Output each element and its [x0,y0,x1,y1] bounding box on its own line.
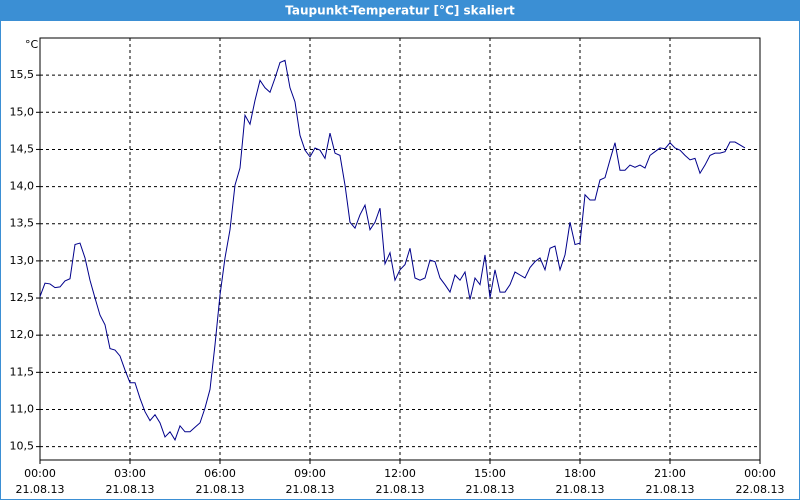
title-bar [0,0,800,21]
y-tick-label: 13,0 [10,254,35,267]
y-tick-label: 14,0 [10,180,35,193]
x-tick-date: 21.08.13 [286,483,335,496]
y-tick-label: 12,5 [10,291,35,304]
plot-frame [39,37,761,461]
y-tick-label: 14,5 [10,142,35,155]
window-title: Taupunkt-Temperatur [°C] skaliert [285,4,515,18]
y-tick-label: 13,5 [10,217,35,230]
x-tick-date: 22.08.13 [736,483,785,496]
y-tick-label: 11,0 [10,402,35,415]
x-tick-label: 15:00 [474,467,506,480]
x-tick-date: 21.08.13 [106,483,155,496]
x-tick-label: 21:00 [654,467,686,480]
x-tick-label: 00:00 [24,467,56,480]
y-unit-label: °C [25,38,39,51]
x-tick-date: 21.08.13 [16,483,65,496]
y-tick-label: 15,0 [10,105,35,118]
y-tick-label: 10,5 [10,440,35,453]
y-tick-label: 12,0 [10,328,35,341]
x-tick-date: 21.08.13 [196,483,245,496]
y-tick-label: 11,5 [10,365,35,378]
x-tick-label: 03:00 [114,467,146,480]
x-tick-label: 12:00 [384,467,416,480]
data-line [39,59,746,442]
y-tick-label: 15,5 [10,68,35,81]
x-tick-label: 00:00 [744,467,776,480]
x-tick-label: 06:00 [204,467,236,480]
x-tick-label: 09:00 [294,467,326,480]
x-tick-label: 18:00 [564,467,596,480]
x-tick-date: 21.08.13 [376,483,425,496]
x-tick-date: 21.08.13 [646,483,695,496]
x-tick-date: 21.08.13 [466,483,515,496]
x-tick-date: 21.08.13 [556,483,605,496]
